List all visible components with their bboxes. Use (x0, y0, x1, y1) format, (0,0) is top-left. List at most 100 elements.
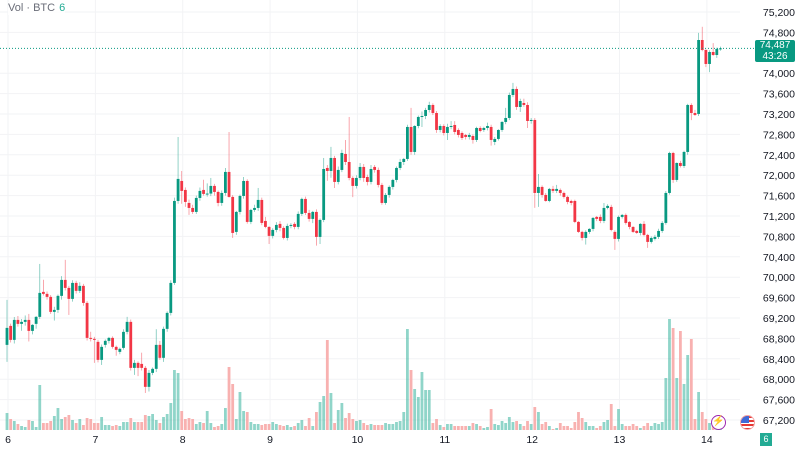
volume-bar (60, 419, 63, 430)
volume-bar (245, 412, 249, 430)
candle-down (478, 127, 482, 131)
candle-up (708, 51, 711, 64)
volume-bar (325, 340, 329, 430)
candle-up (686, 104, 690, 152)
volume-bar (395, 422, 398, 430)
volume-bar (187, 418, 191, 430)
candle-down (577, 221, 580, 232)
candle-down (609, 206, 613, 230)
candle-down (431, 104, 435, 113)
candle-up (511, 88, 515, 95)
candle-down (267, 226, 271, 236)
candle-up (369, 168, 373, 182)
candle-up (103, 340, 107, 345)
volume-bar (165, 414, 169, 430)
candle-up (602, 207, 606, 221)
candle-down (628, 221, 631, 227)
volume-bar (598, 426, 602, 430)
candle-up (234, 211, 238, 232)
candle-down (376, 169, 380, 185)
candle-up (402, 158, 406, 162)
volume-bar (591, 426, 595, 430)
volume-bar (697, 392, 700, 430)
candle-down (562, 192, 566, 197)
time-axis[interactable]: 6 7 8 9 10 11 12 13 14 (5, 434, 713, 446)
candle-up (249, 209, 253, 222)
candle-down (671, 152, 675, 180)
volume-bar (613, 426, 617, 430)
candle-down (245, 180, 249, 222)
candle-down (27, 319, 31, 331)
volume-bar (369, 424, 373, 430)
volume-bar (533, 407, 537, 430)
candle-down (598, 216, 602, 221)
lightning-icon[interactable]: ⚡ (711, 415, 726, 430)
volume-bar (173, 370, 176, 430)
volume-bar (573, 422, 577, 430)
candle-up (133, 362, 136, 368)
volume-bar (169, 403, 173, 430)
volume-bar (347, 413, 351, 430)
candle-up (34, 316, 38, 324)
volume-bar (194, 424, 198, 430)
volume-bar (107, 425, 111, 430)
candle-up (300, 198, 304, 214)
volume-bar (220, 424, 224, 430)
volume-bar (380, 425, 384, 430)
volume-bar (191, 419, 195, 430)
candle-up (23, 319, 27, 322)
time-tick-label: 8 (180, 434, 186, 446)
candle-up (340, 152, 344, 170)
volume-bar (271, 422, 275, 430)
candle-down (631, 226, 635, 232)
candle-up (205, 193, 209, 195)
candle-down (89, 337, 93, 339)
candle-down (515, 88, 518, 107)
candle-up (52, 309, 56, 312)
volume-bar (675, 378, 679, 430)
candle-up (675, 162, 679, 180)
volume-bar (49, 421, 53, 430)
volume-bar (478, 426, 482, 430)
candle-down (442, 125, 446, 133)
candle-up (173, 200, 176, 283)
candle-down (693, 112, 697, 115)
volume-bar (340, 403, 344, 430)
volume-bar (646, 423, 650, 430)
candle-down (129, 321, 133, 368)
candle-up (176, 178, 180, 201)
volume-bar (602, 422, 606, 430)
volume-bar (336, 410, 340, 430)
volume-bar (449, 424, 453, 430)
volume-legend[interactable]: Vol · BTC 6 (8, 2, 66, 15)
candle-up (256, 199, 260, 208)
volume-bar (103, 425, 107, 430)
indicator-badge[interactable]: 6 (760, 433, 772, 446)
candle-down (380, 184, 384, 203)
volume-bar (285, 425, 289, 430)
price-tick-label: 68,000 (763, 374, 795, 386)
candle-down (96, 341, 100, 360)
us-flag-icon[interactable] (740, 415, 755, 430)
volume-bar (209, 423, 213, 430)
candle-up (289, 224, 293, 226)
volume-bar (34, 427, 38, 430)
volume-bar (547, 426, 551, 430)
volume-bar (260, 425, 264, 430)
candle-down (569, 200, 573, 203)
price-axis[interactable]: 75,200 74,800 74,000 73,600 73,200 72,800 72,4… (763, 7, 795, 427)
candles (5, 26, 722, 393)
volume-bar (624, 426, 628, 430)
candle-up (384, 194, 387, 203)
time-tick-label: 10 (352, 434, 364, 446)
volume-bar (617, 409, 620, 430)
volume-bar (154, 420, 158, 430)
volume-bar (606, 420, 609, 430)
candle-down (278, 223, 282, 228)
volume-bar (540, 424, 544, 430)
volume-bar (82, 425, 85, 430)
time-tick-label: 7 (92, 434, 98, 446)
volume-bar (253, 424, 256, 430)
candle-up (395, 167, 398, 180)
